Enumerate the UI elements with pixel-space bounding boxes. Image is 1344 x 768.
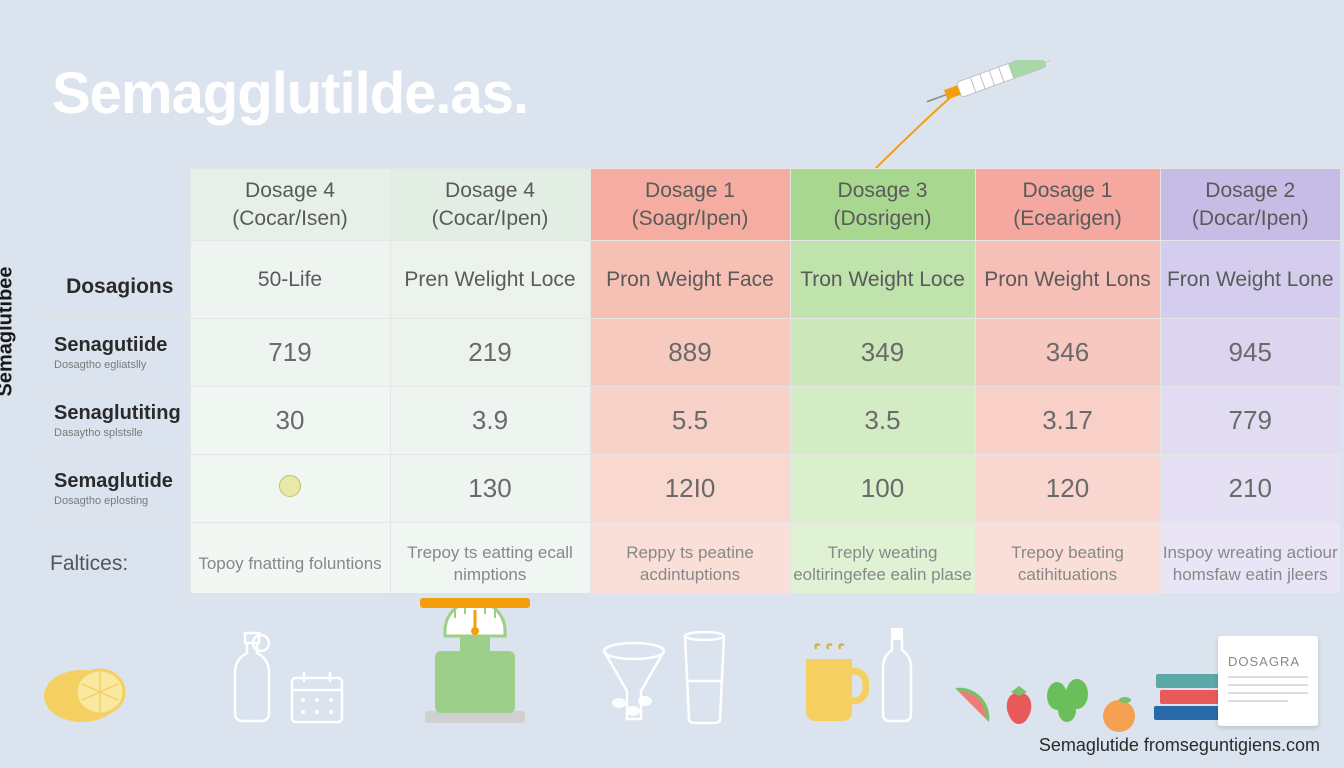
mug-icon — [794, 641, 869, 726]
footer-cell: Treply weating eoltiringefee ealin plase — [790, 523, 975, 593]
data-cell: 889 — [590, 319, 790, 387]
footer-cell: Inspoy wreating actiour homsfaw eatin jl… — [1160, 523, 1340, 593]
lemon-icon — [40, 656, 140, 726]
watermelon-icon — [951, 684, 993, 726]
funnel-icon — [599, 641, 669, 726]
table-footer-row: Faltices: Topoy fnatting foluntions Trep… — [40, 523, 1340, 593]
sub-header: Fron Weight Lone — [1160, 241, 1340, 319]
footer-cell: Trepoy beating catihituations — [975, 523, 1160, 593]
data-cell: 349 — [790, 319, 975, 387]
data-cell: 719 — [190, 319, 390, 387]
side-label: Semaglutibee — [0, 266, 18, 396]
col-header: Dosage 3(Dosrigen) — [790, 169, 975, 241]
footer-cell: Reppy ts peatine acdintuptions — [590, 523, 790, 593]
category-header: Dosagions — [40, 169, 190, 319]
data-cell: 30 — [190, 387, 390, 455]
data-cell: 945 — [1160, 319, 1340, 387]
table-row: SemaglutideDosagtho eplosting 130 12I0 1… — [40, 455, 1340, 523]
sub-header: 50-Life — [190, 241, 390, 319]
col-header: Dosage 1(Soagr/Ipen) — [590, 169, 790, 241]
col-header: Dosage 4(Cocar/Ipen) — [390, 169, 590, 241]
bottle2-icon — [877, 626, 917, 726]
col-header: Dosage 1(Ecearigen) — [975, 169, 1160, 241]
bottle-icon — [225, 631, 280, 726]
glass-icon — [677, 631, 732, 726]
col-header: Dosage 2(Docar/Ipen) — [1160, 169, 1340, 241]
dot-icon — [279, 475, 301, 497]
footer-credit: Semaglutide fromseguntigiens.com — [1039, 735, 1320, 756]
row-label: SemaglutideDosagtho eplosting — [40, 455, 190, 523]
table-row: SenagutiideDosagtho egliatslly 719 219 8… — [40, 319, 1340, 387]
page-title: Semagglutilde.as. — [52, 60, 528, 127]
data-cell: 3.17 — [975, 387, 1160, 455]
data-cell: 120 — [975, 455, 1160, 523]
sub-header: Pron Weight Lons — [975, 241, 1160, 319]
table-subheader-row: 50-Life Pren Welight Loce Pron Weight Fa… — [40, 241, 1340, 319]
footer-cell: Trepoy ts eatting ecall nimptions — [390, 523, 590, 593]
syringe-icon — [864, 60, 1104, 180]
sub-header: Pron Weight Face — [590, 241, 790, 319]
data-cell: 3.9 — [390, 387, 590, 455]
herb-icon — [1045, 676, 1091, 726]
sub-header: Tron Weight Loce — [790, 241, 975, 319]
data-cell: 219 — [390, 319, 590, 387]
table-header-row: Dosagions Dosage 4(Cocar/Isen) Dosage 4(… — [40, 169, 1340, 241]
icon-row: DOSAGRA — [40, 616, 1340, 726]
orange-icon — [1099, 694, 1139, 734]
col-header: Dosage 4(Cocar/Isen) — [190, 169, 390, 241]
data-cell: 210 — [1160, 455, 1340, 523]
row-label: SenaglutitingDasaytho splstslle — [40, 387, 190, 455]
data-cell: 12I0 — [590, 455, 790, 523]
footer-cell: Topoy fnatting foluntions — [190, 523, 390, 593]
data-cell: 779 — [1160, 387, 1340, 455]
data-cell — [190, 455, 390, 523]
sub-header: Pren Welight Loce — [390, 241, 590, 319]
data-cell: 5.5 — [590, 387, 790, 455]
paper-icon: DOSAGRA — [1218, 636, 1318, 726]
data-cell: 3.5 — [790, 387, 975, 455]
data-cell: 100 — [790, 455, 975, 523]
strawberry-icon — [1001, 684, 1037, 726]
footer-label: Faltices: — [40, 523, 190, 593]
row-label: SenagutiideDosagtho egliatslly — [40, 319, 190, 387]
scale-icon — [410, 596, 540, 726]
dosage-table: Dosagions Dosage 4(Cocar/Isen) Dosage 4(… — [40, 168, 1340, 593]
calendar-icon — [288, 668, 346, 726]
table-row: SenaglutitingDasaytho splstslle 30 3.9 5… — [40, 387, 1340, 455]
data-cell: 346 — [975, 319, 1160, 387]
data-cell: 130 — [390, 455, 590, 523]
